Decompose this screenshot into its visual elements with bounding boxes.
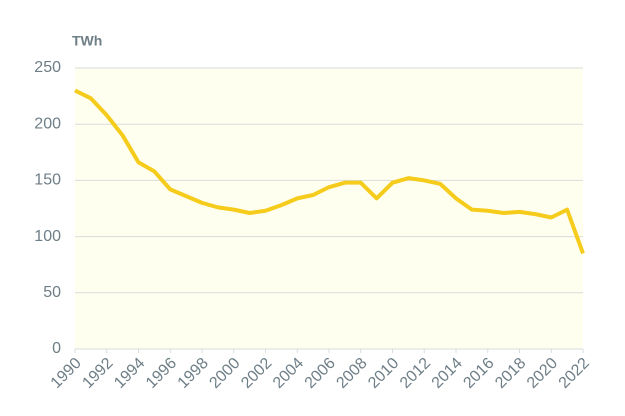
y-tick-label: 250 — [34, 59, 61, 76]
x-tick-label: 2018 — [492, 355, 529, 392]
plot-area — [75, 68, 583, 349]
x-tick-label: 2008 — [333, 355, 370, 392]
x-tick-label: 1994 — [111, 355, 148, 392]
x-tick-label: 2010 — [365, 355, 402, 392]
y-tick-label: 150 — [34, 172, 61, 189]
x-tick-label: 2002 — [238, 355, 275, 392]
unit-label: TWh — [72, 33, 102, 49]
x-tick-label: 2020 — [524, 355, 561, 392]
data-line — [74, 88, 585, 255]
x-tick-label: 2016 — [460, 355, 497, 392]
x-tick-label: 1996 — [143, 355, 180, 392]
x-tick-label: 2014 — [429, 355, 466, 392]
x-tick-label: 2012 — [397, 355, 434, 392]
x-tick-label: 2022 — [556, 355, 593, 392]
y-tick-label: 100 — [34, 228, 61, 245]
y-tick-label: 0 — [52, 340, 61, 357]
x-tick-label: 1992 — [79, 355, 116, 392]
x-tick-label: 2006 — [302, 355, 339, 392]
x-tick-label: 1990 — [48, 355, 85, 392]
y-tick-label: 50 — [43, 284, 61, 301]
y-tick-label: 200 — [34, 115, 61, 132]
x-tick-label: 1998 — [175, 355, 212, 392]
x-tick-label: 2000 — [206, 355, 243, 392]
x-tick-label: 2004 — [270, 355, 307, 392]
